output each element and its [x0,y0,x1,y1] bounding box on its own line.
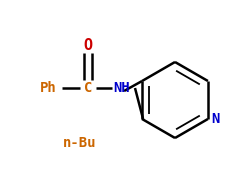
Text: NH: NH [114,81,130,95]
Text: N: N [211,112,219,126]
Text: n-Bu: n-Bu [63,136,96,150]
Text: Ph: Ph [40,81,56,95]
Text: C: C [84,81,92,95]
Text: O: O [83,38,93,53]
